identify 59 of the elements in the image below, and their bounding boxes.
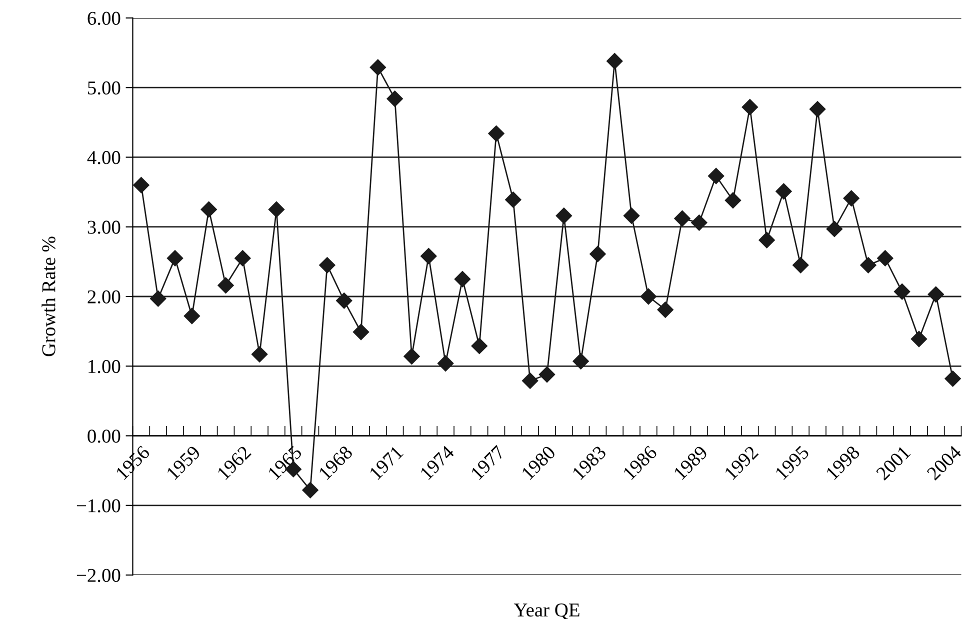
point (556, 208, 572, 224)
y-tick-label: 2.00 (88, 290, 120, 304)
point (691, 214, 708, 231)
point (894, 284, 910, 300)
point (522, 372, 538, 389)
point (133, 177, 150, 194)
point (623, 208, 640, 224)
point (420, 248, 437, 264)
y-tick-label: −1.00 (76, 499, 120, 512)
point (454, 271, 471, 288)
point (268, 201, 285, 218)
point (200, 201, 217, 218)
point (488, 125, 504, 142)
point (437, 355, 454, 372)
y-tick-label: 3.00 (88, 220, 120, 234)
x-tick-label: 1971 (368, 445, 404, 480)
point (758, 232, 775, 248)
point (724, 192, 742, 208)
point (860, 257, 876, 274)
point (826, 220, 842, 238)
point (742, 99, 758, 116)
point (471, 338, 488, 354)
point (606, 53, 623, 70)
point (843, 190, 860, 206)
y-tick-label: 6.00 (88, 12, 120, 25)
point (404, 348, 420, 364)
y-axis-title: Growth Rate % (42, 236, 56, 356)
point (674, 210, 690, 227)
point (218, 277, 234, 294)
point (910, 330, 928, 348)
point (252, 346, 268, 362)
y-tick-label: 0.00 (88, 430, 120, 443)
point (572, 353, 589, 370)
point (150, 290, 166, 307)
y-tick-label: 4.00 (87, 151, 120, 164)
point (302, 482, 318, 498)
point (386, 90, 403, 107)
point (505, 192, 522, 208)
point (184, 308, 200, 324)
point (809, 101, 826, 118)
point (590, 246, 606, 262)
point (944, 370, 961, 387)
point (640, 288, 657, 305)
point (792, 257, 809, 274)
point (336, 292, 352, 309)
point (538, 366, 556, 383)
point (352, 324, 370, 340)
point (319, 257, 336, 274)
point (708, 168, 724, 184)
point (166, 250, 184, 266)
y-tick-label: −2.00 (76, 568, 120, 582)
point (776, 183, 792, 200)
point (928, 286, 944, 302)
point (370, 59, 386, 76)
y-tick-label: 1.00 (88, 360, 120, 374)
point (657, 302, 674, 318)
y-tick-label: 5.00 (88, 81, 120, 95)
point (877, 250, 894, 266)
point (234, 250, 251, 266)
